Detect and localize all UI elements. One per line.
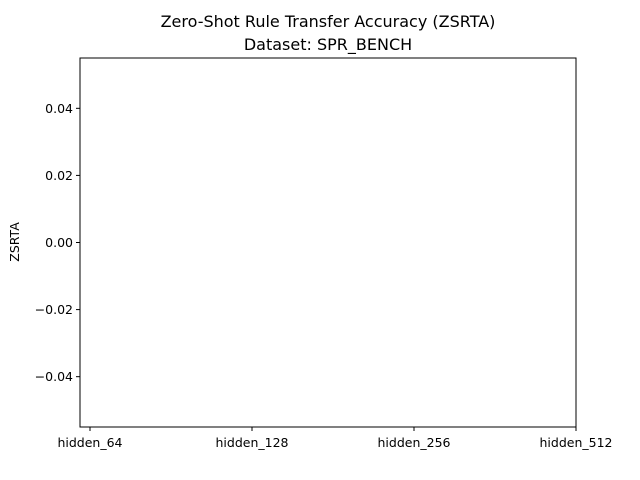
x-tick-label: hidden_64 bbox=[57, 435, 122, 450]
y-tick-label: −0.02 bbox=[35, 302, 73, 317]
y-axis-label: ZSRTA bbox=[7, 222, 22, 262]
plot-area-frame bbox=[79, 57, 577, 428]
x-tick-label: hidden_512 bbox=[540, 435, 613, 450]
y-tick-label: 0.04 bbox=[45, 101, 73, 116]
y-tick-label: 0.00 bbox=[45, 235, 73, 250]
chart-subtitle: Dataset: SPR_BENCH bbox=[244, 35, 412, 55]
x-axis-ticks: hidden_64 hidden_128 hidden_256 hidden_512 bbox=[57, 427, 613, 450]
y-tick-label: −0.04 bbox=[35, 369, 73, 384]
x-tick-label: hidden_256 bbox=[378, 435, 451, 450]
x-tick-label: hidden_128 bbox=[216, 435, 289, 450]
chart-title: Zero-Shot Rule Transfer Accuracy (ZSRTA) bbox=[161, 12, 496, 31]
y-axis-ticks: −0.04 −0.02 0.00 0.02 0.04 bbox=[35, 101, 80, 384]
y-tick-label: 0.02 bbox=[45, 168, 73, 183]
